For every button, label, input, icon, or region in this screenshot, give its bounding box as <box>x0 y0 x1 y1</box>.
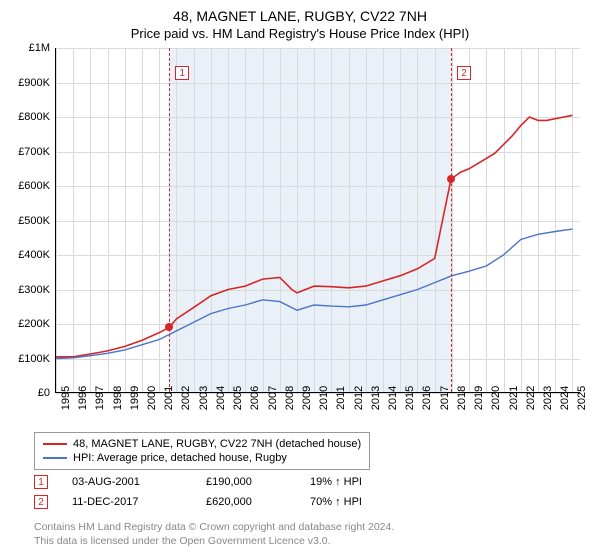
series-property <box>56 115 572 356</box>
y-tick-label: £900K <box>0 77 50 89</box>
legend-item-hpi: HPI: Average price, detached house, Rugb… <box>43 451 361 465</box>
sale-marker-box-1: 1 <box>175 66 189 80</box>
footer-line-1: Contains HM Land Registry data © Crown c… <box>34 520 394 534</box>
y-tick-label: £400K <box>0 249 50 261</box>
sale-pct: 70% ↑ HPI <box>310 496 400 508</box>
sale-dot-1 <box>165 323 173 331</box>
chart-container: 48, MAGNET LANE, RUGBY, CV22 7NH Price p… <box>0 0 600 560</box>
page-title: 48, MAGNET LANE, RUGBY, CV22 7NH <box>0 0 600 24</box>
plot-region: £0£100K£200K£300K£400K£500K£600K£700K£80… <box>55 48 580 393</box>
sale-date: 11-DEC-2017 <box>72 496 182 508</box>
sale-row: 2 11-DEC-2017 £620,000 70% ↑ HPI <box>34 492 400 512</box>
chart-area: £0£100K£200K£300K£400K£500K£600K£700K£80… <box>55 48 580 393</box>
y-tick-label: £1M <box>0 42 50 54</box>
legend-swatch <box>43 443 67 445</box>
y-tick-label: £200K <box>0 318 50 330</box>
sale-dot-2 <box>447 175 455 183</box>
sale-price: £190,000 <box>206 476 286 488</box>
y-tick-label: £300K <box>0 284 50 296</box>
sale-marker-1: 1 <box>34 475 48 489</box>
y-tick-label: £700K <box>0 146 50 158</box>
sales-table: 1 03-AUG-2001 £190,000 19% ↑ HPI 2 11-DE… <box>34 472 400 512</box>
sale-marker-box-2: 2 <box>457 66 471 80</box>
legend-swatch <box>43 457 67 459</box>
legend: 48, MAGNET LANE, RUGBY, CV22 7NH (detach… <box>34 432 370 470</box>
page-subtitle: Price paid vs. HM Land Registry's House … <box>0 24 600 41</box>
y-tick-label: £100K <box>0 353 50 365</box>
y-tick-label: £600K <box>0 180 50 192</box>
legend-item-property: 48, MAGNET LANE, RUGBY, CV22 7NH (detach… <box>43 437 361 451</box>
y-tick-label: £500K <box>0 215 50 227</box>
sale-marker-2: 2 <box>34 495 48 509</box>
sale-price: £620,000 <box>206 496 286 508</box>
legend-label: 48, MAGNET LANE, RUGBY, CV22 7NH (detach… <box>73 438 361 450</box>
y-tick-label: £800K <box>0 111 50 123</box>
footer-line-2: This data is licensed under the Open Gov… <box>34 534 394 548</box>
y-tick-label: £0 <box>0 387 50 399</box>
series-hpi <box>56 229 572 358</box>
sale-pct: 19% ↑ HPI <box>310 476 400 488</box>
sale-date: 03-AUG-2001 <box>72 476 182 488</box>
footer: Contains HM Land Registry data © Crown c… <box>34 520 394 548</box>
legend-label: HPI: Average price, detached house, Rugb… <box>73 452 287 464</box>
sale-row: 1 03-AUG-2001 £190,000 19% ↑ HPI <box>34 472 400 492</box>
